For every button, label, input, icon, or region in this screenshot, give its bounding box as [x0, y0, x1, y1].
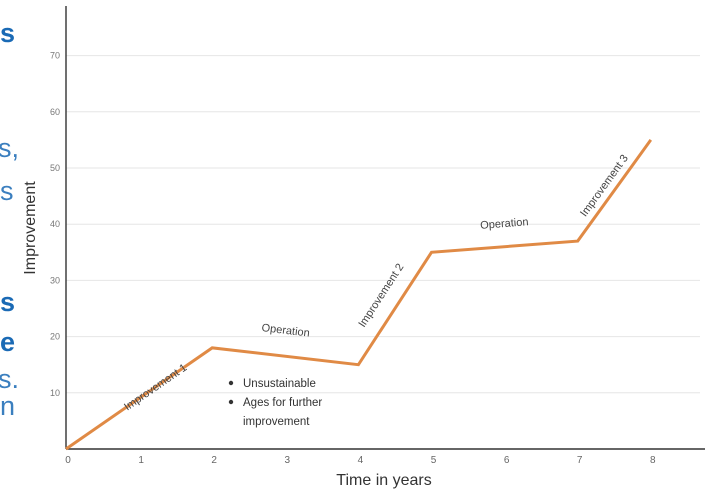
y-tick-label: 40	[50, 219, 60, 229]
text-fragment: s	[0, 177, 14, 205]
text-fragment: e	[0, 328, 15, 356]
annotation-text: Ages for further	[243, 397, 322, 409]
segment-label: Improvement 2	[356, 262, 406, 330]
y-tick-label: 60	[50, 107, 60, 117]
x-tick-label: 7	[577, 455, 583, 466]
x-tick-label: 3	[285, 455, 291, 466]
x-tick-label: 8	[650, 455, 656, 466]
y-tick-label: 70	[50, 51, 60, 61]
text-fragment: s,	[0, 134, 19, 162]
x-tick-label: 4	[358, 455, 364, 466]
text-fragment: s.	[0, 365, 19, 393]
text-fragment: n	[0, 392, 15, 420]
x-tick-label: 2	[211, 455, 217, 466]
series-line	[66, 140, 651, 449]
x-tick-label: 6	[504, 455, 510, 466]
y-tick-label: 50	[50, 163, 60, 173]
bullet-dot	[229, 400, 233, 404]
y-tick-label: 10	[50, 388, 60, 398]
y-tick-label: 20	[50, 332, 60, 342]
segment-label: Operation	[480, 216, 529, 232]
y-tick-label: 30	[50, 275, 60, 285]
x-tick-label: 0	[65, 455, 71, 466]
x-axis-title: Time in years	[336, 472, 431, 489]
annotation-text: improvement	[243, 416, 310, 428]
x-tick-label: 1	[138, 455, 144, 466]
text-fragment: s	[0, 19, 15, 47]
y-axis-title: Improvement	[22, 181, 39, 275]
annotation-text: Unsustainable	[243, 378, 316, 390]
x-tick-label: 5	[431, 455, 437, 466]
segment-label: Improvement 3	[578, 153, 631, 219]
segment-label: Improvement 1	[122, 362, 189, 414]
bullet-dot	[229, 381, 233, 385]
text-fragment: s	[0, 288, 15, 316]
